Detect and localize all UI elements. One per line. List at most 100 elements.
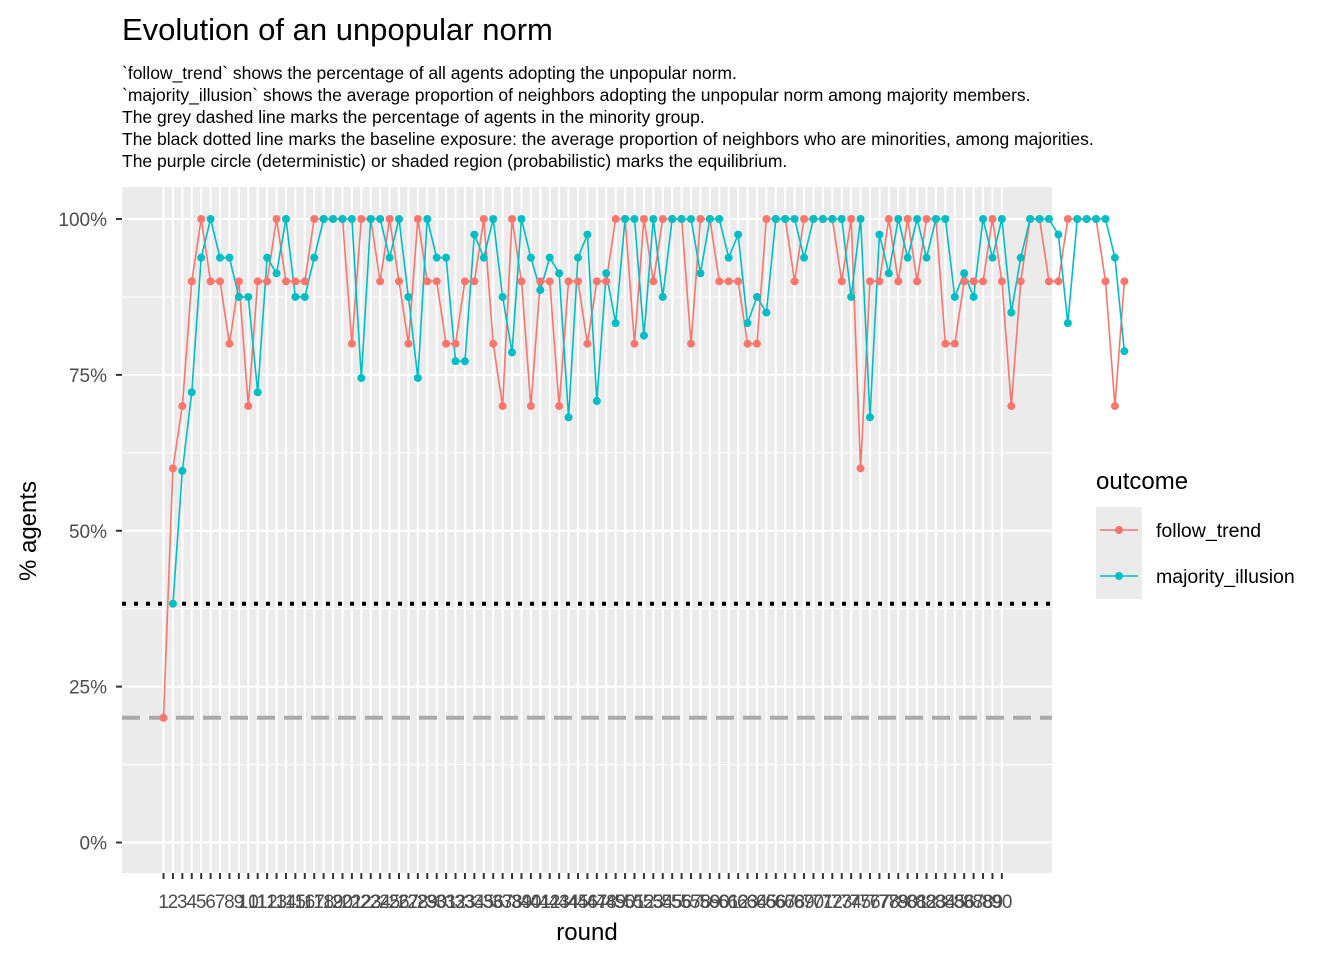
data-point-majority_illusion <box>611 319 620 328</box>
x-axis-title: round <box>556 919 617 946</box>
data-point-majority_illusion <box>866 413 874 422</box>
data-point-majority_illusion <box>875 230 884 239</box>
x-tick-label: 16 <box>294 892 315 913</box>
x-tick-label: 38 <box>501 892 522 913</box>
data-point-follow_trend <box>762 215 771 223</box>
data-point-majority_illusion <box>997 215 1006 223</box>
data-point-follow_trend <box>875 277 884 286</box>
data-point-majority_illusion <box>790 215 799 223</box>
data-point-follow_trend <box>413 215 422 223</box>
data-point-majority_illusion <box>423 215 432 223</box>
data-point-follow_trend <box>960 277 969 286</box>
data-point-majority_illusion <box>281 215 290 223</box>
x-tick-label: 4 <box>186 892 197 913</box>
x-tick-label: 18 <box>313 892 334 913</box>
data-point-follow_trend <box>470 277 479 286</box>
data-point-majority_illusion <box>300 292 309 301</box>
data-point-majority_illusion <box>724 253 733 262</box>
data-point-majority_illusion <box>1026 215 1035 223</box>
data-point-follow_trend <box>281 277 290 286</box>
x-tick-label: 46 <box>577 892 598 913</box>
x-tick-label: 28 <box>407 892 428 913</box>
data-point-follow_trend <box>941 339 950 348</box>
x-tick-label: 17 <box>304 892 325 913</box>
data-point-follow_trend <box>442 339 451 348</box>
x-tick-label: 75 <box>850 892 871 913</box>
data-point-follow_trend <box>950 339 959 348</box>
x-tick-label: 48 <box>596 892 617 913</box>
data-point-follow_trend <box>592 277 601 286</box>
x-tick-label: 90 <box>991 892 1012 913</box>
x-tick-label: 82 <box>916 892 937 913</box>
x-axis: 1234567891011121314151617181920212223242… <box>158 873 1012 913</box>
x-tick-label: 63 <box>737 892 758 913</box>
data-point-follow_trend <box>564 277 573 286</box>
data-point-majority_illusion <box>187 388 196 397</box>
data-point-follow_trend <box>395 277 403 286</box>
data-point-majority_illusion <box>639 331 648 340</box>
x-tick-label: 42 <box>539 892 560 913</box>
data-point-majority_illusion <box>357 373 366 382</box>
data-point-follow_trend <box>1044 277 1053 286</box>
data-point-follow_trend <box>517 277 526 286</box>
data-point-majority_illusion <box>1054 230 1063 239</box>
data-point-follow_trend <box>357 215 366 223</box>
x-tick-label: 21 <box>341 892 362 913</box>
data-point-follow_trend <box>234 277 243 286</box>
subtitle-line: The grey dashed line marks the percentag… <box>122 107 705 127</box>
data-point-majority_illusion <box>828 215 837 223</box>
x-tick-label: 89 <box>982 892 1003 913</box>
x-tick-label: 1 <box>158 892 169 913</box>
data-point-majority_illusion <box>781 215 790 223</box>
data-point-follow_trend <box>187 277 196 286</box>
data-point-majority_illusion <box>771 215 780 223</box>
data-point-majority_illusion <box>969 292 978 301</box>
data-point-majority_illusion <box>347 215 356 223</box>
x-tick-label: 15 <box>285 892 306 913</box>
data-point-majority_illusion <box>705 215 714 223</box>
data-point-majority_illusion <box>1007 308 1016 317</box>
x-tick-label: 66 <box>765 892 786 913</box>
data-point-follow_trend <box>1016 277 1025 286</box>
x-tick-label: 60 <box>709 892 730 913</box>
data-point-follow_trend <box>489 339 498 348</box>
data-point-majority_illusion <box>913 215 922 223</box>
x-tick-label: 41 <box>530 892 551 913</box>
data-point-follow_trend <box>969 277 978 286</box>
x-tick-label: 29 <box>417 892 438 913</box>
data-point-majority_illusion <box>894 215 903 223</box>
x-tick-label: 44 <box>558 892 580 913</box>
x-tick-label: 31 <box>436 892 457 913</box>
data-point-follow_trend <box>1007 402 1016 411</box>
series-points <box>159 215 1129 722</box>
x-tick-label: 86 <box>954 892 975 913</box>
data-point-majority_illusion <box>1063 319 1072 328</box>
data-point-follow_trend <box>385 215 394 223</box>
data-point-follow_trend <box>866 277 874 286</box>
x-tick-label: 81 <box>907 892 928 913</box>
data-point-follow_trend <box>922 215 931 223</box>
data-point-follow_trend <box>1120 277 1129 286</box>
data-point-majority_illusion <box>950 292 959 301</box>
x-tick-label: 80 <box>897 892 918 913</box>
data-point-majority_illusion <box>752 292 761 301</box>
data-point-majority_illusion <box>1035 215 1044 223</box>
data-point-follow_trend <box>913 277 922 286</box>
data-point-majority_illusion <box>442 253 451 262</box>
x-tick-label: 59 <box>699 892 720 913</box>
legend-key-point <box>1115 572 1123 580</box>
data-point-majority_illusion <box>1092 215 1101 223</box>
x-tick-label: 51 <box>624 892 645 913</box>
data-point-follow_trend <box>743 339 752 348</box>
data-point-follow_trend <box>197 215 206 223</box>
data-point-majority_illusion <box>809 215 818 223</box>
data-point-follow_trend <box>253 277 262 286</box>
x-tick-label: 11 <box>248 892 268 913</box>
chart-subtitle: `follow_trend` shows the percentage of a… <box>122 63 1094 171</box>
legend-label: follow_trend <box>1156 520 1261 542</box>
x-tick-label: 68 <box>784 892 805 913</box>
x-tick-label: 87 <box>963 892 984 913</box>
data-point-majority_illusion <box>847 292 856 301</box>
data-point-follow_trend <box>206 277 215 286</box>
